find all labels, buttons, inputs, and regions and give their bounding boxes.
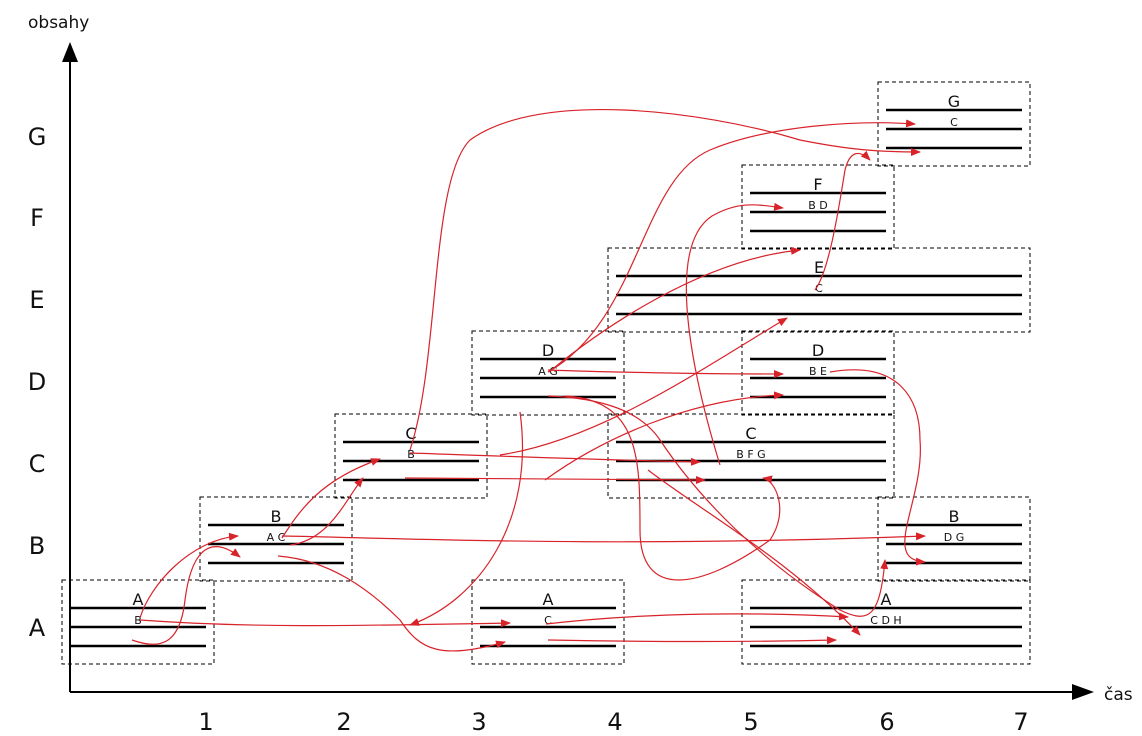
x-tick-label: 7 [1013, 708, 1028, 736]
block-subtitle: B F G [736, 448, 765, 461]
block-box [607, 413, 895, 499]
y-tick-labels: A B C D E F G [28, 123, 47, 642]
connection-arrow [281, 532, 926, 543]
y-tick-label: C [29, 450, 46, 478]
x-tick-label: 1 [198, 708, 213, 736]
x-tick-label: 5 [743, 708, 758, 736]
connection-arrow [548, 246, 801, 373]
content-block: B A C [199, 496, 353, 582]
block-box [741, 164, 895, 250]
connection-arrow [547, 395, 889, 617]
x-axis-title: čas [1104, 685, 1133, 705]
content-block: CB [334, 413, 488, 499]
x-axis-arrow-icon [1072, 684, 1094, 700]
block-box [607, 247, 1031, 333]
y-tick-label: B [29, 532, 45, 560]
connection-arrow [281, 458, 381, 539]
content-block: D B E [741, 330, 895, 416]
connection-arrow [499, 317, 788, 456]
x-tick-label: 3 [471, 708, 486, 736]
connection-arrow [814, 150, 871, 291]
block-box [471, 579, 625, 665]
block-title: B [271, 507, 282, 526]
block-subtitle: C [950, 116, 958, 129]
content-block: DA G [471, 330, 625, 416]
content-block: AC [471, 579, 625, 665]
block-subtitle: C [815, 282, 823, 295]
y-tick-label: E [29, 286, 44, 314]
connection-arrow [547, 369, 784, 378]
block-subtitle: B [407, 448, 415, 461]
x-tick-label: 6 [879, 708, 894, 736]
axes: obsahy čas 1 2 3 4 5 6 7 A B C D E F G [28, 13, 1133, 736]
content-block: A C D H [741, 579, 1031, 665]
connection-arrow [139, 532, 239, 619]
block-subtitle: C [544, 614, 552, 627]
y-axis-title: obsahy [28, 13, 89, 33]
block-box [741, 579, 1031, 665]
block-box [877, 81, 1031, 167]
block-title: C [405, 424, 416, 443]
block-title: C [745, 424, 756, 443]
connection-arrow [409, 411, 524, 626]
block-title: A [133, 590, 144, 609]
content-block: F B D [741, 164, 895, 250]
block-subtitle: B E [809, 365, 827, 378]
connections [131, 108, 926, 652]
block-title: E [814, 258, 824, 277]
block-title: G [948, 92, 960, 111]
connection-arrow [131, 546, 241, 645]
block-title: D [812, 341, 824, 360]
content-block: C B F G [607, 413, 895, 499]
y-tick-label: G [28, 123, 47, 151]
block-box [199, 496, 353, 582]
block-box [61, 579, 215, 665]
block-box [334, 413, 488, 499]
x-tick-label: 2 [336, 708, 351, 736]
block-subtitle: B [134, 614, 142, 627]
block-box [471, 330, 625, 416]
connection-arrow [685, 202, 784, 466]
block-subtitle: D G [944, 531, 965, 544]
connection-arrow [404, 475, 706, 484]
connection-arrow [139, 619, 511, 628]
block-box [741, 330, 895, 416]
content-block: GC [877, 81, 1031, 167]
connection-arrow [289, 477, 364, 546]
connection-arrow [564, 395, 781, 581]
block-subtitle: B D [808, 199, 828, 212]
block-title: A [881, 590, 892, 609]
block-subtitle: A C [267, 531, 286, 544]
block-subtitle: C D H [870, 614, 901, 627]
block-box [877, 496, 1031, 582]
content-block: AB [61, 579, 215, 665]
block-title: A [543, 590, 554, 609]
block-title: D [542, 341, 554, 360]
x-tick-labels: 1 2 3 4 5 6 7 [198, 708, 1028, 736]
x-tick-label: 4 [607, 708, 622, 736]
connection-arrow [647, 469, 861, 636]
connection-arrow [544, 391, 784, 481]
y-tick-label: D [28, 368, 46, 396]
content-block: EC [607, 247, 1031, 333]
block-title: B [949, 507, 960, 526]
connection-arrow [545, 612, 849, 625]
block-title: F [813, 175, 822, 194]
connection-arrow [409, 452, 701, 466]
connection-arrow [547, 636, 837, 645]
y-tick-label: A [29, 614, 46, 642]
y-tick-label: F [30, 204, 44, 232]
connection-arrow [547, 119, 916, 373]
connection-arrow [409, 108, 921, 451]
connection-arrow [277, 555, 506, 652]
connection-arrow [829, 369, 926, 566]
content-block: B D G [877, 496, 1031, 582]
y-axis-arrow-icon [62, 42, 78, 62]
